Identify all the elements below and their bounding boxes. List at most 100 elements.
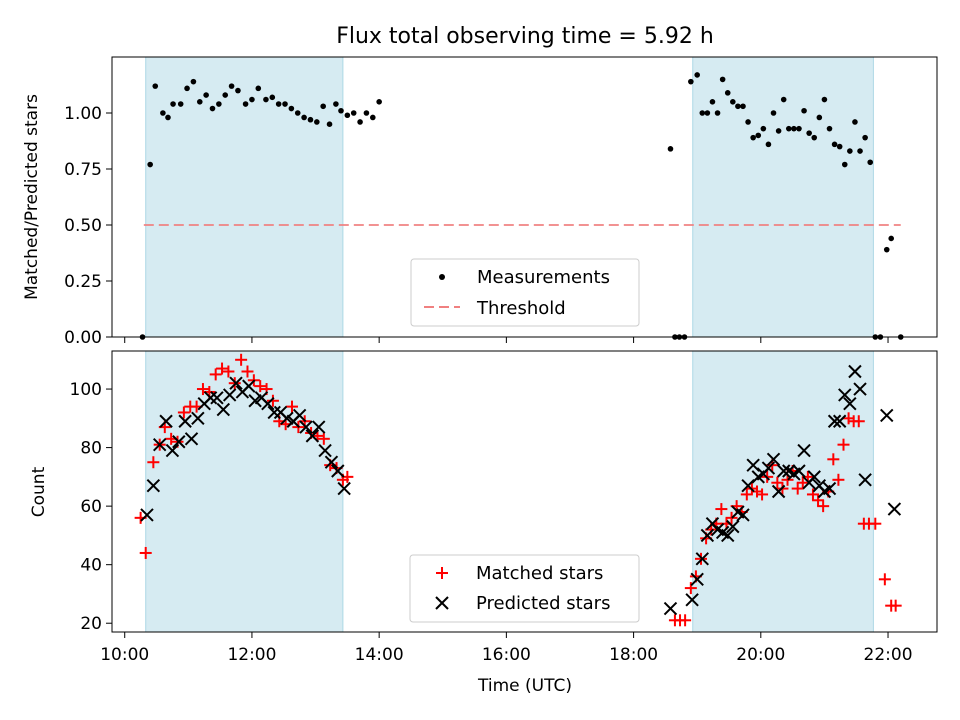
shaded-interval [692,56,874,338]
matched-star-point [796,476,809,489]
measurement-point [275,101,282,107]
measurement-point [376,99,382,105]
measurement-point [867,159,874,166]
measurement-point [688,78,694,85]
measurement-point [847,148,853,154]
predicted-star-point [695,552,709,566]
measurement-point [714,110,721,116]
legend-measurements-label: Measurements [477,267,610,288]
predicted-star-point [726,519,740,534]
measurement-point [235,87,241,94]
measurement-point [301,114,307,121]
measurement-point [709,99,716,105]
measurement-point [242,101,249,107]
predicted-star-point [210,391,224,405]
predicted-star-point [229,376,243,390]
measurement-point [735,103,741,110]
measurement-point [196,99,203,105]
matched-star-point [679,614,692,627]
measurement-point [255,85,262,92]
predicted-star-point [838,388,852,402]
predicted-star-point [312,420,326,434]
y-tick-label: 80 [80,439,102,459]
predicted-star-point [146,478,161,493]
y-tick-label: 1.00 [64,104,102,124]
predicted-star-point [172,435,186,449]
measurement-point [333,101,339,107]
matched-star-point [878,573,891,586]
measurement-point [765,141,772,148]
matched-star-point [715,503,728,516]
predicted-star-point [184,432,199,446]
y-tick-label: 40 [80,556,102,576]
predicted-star-point [318,443,332,458]
predicted-star-point [203,391,218,405]
measurement-point [320,103,326,110]
measurement-point [770,110,777,116]
matched-star-point [756,488,769,501]
predicted-star-point [305,429,320,443]
measurement-point [350,110,357,116]
measurement-point [222,92,229,98]
matched-star-point [817,500,830,513]
measurements-series [139,72,904,340]
x-axis-label: Time (UTC) [477,676,572,696]
matched-star-point [812,494,825,507]
x-tick-label: 20:00 [736,645,785,665]
measurement-point [190,78,197,85]
bottom-x-axis: 10:00 12:00 14:00 16:00 18:00 20:00 22:00 [100,632,913,665]
bottom-legend-box [409,554,640,623]
measurement-point [796,125,802,132]
predicted-star-point [766,452,781,467]
predicted-star-point [858,473,872,487]
predicted-star-point [178,414,192,428]
legend-measurements-marker [439,274,445,280]
measurement-point [228,83,235,89]
legend-predicted-label: Predicted stars [476,593,610,614]
matched-star-point [241,365,254,378]
predicted-stars-series [140,364,902,616]
matched-star-point [286,400,299,413]
shaded-interval [145,56,344,338]
matched-star-point [852,415,865,428]
matched-star-point [147,456,160,469]
measurement-point [806,130,812,136]
measurement-point [209,105,216,112]
bottom-y-axis-label: Count [29,466,49,517]
matched-star-point [139,546,152,559]
measurement-point [760,125,767,132]
measurement-point [816,114,823,121]
measurement-point [184,85,190,92]
y-tick-label: 0.50 [64,216,102,236]
x-tick-label: 16:00 [482,645,531,665]
x-tick-label: 12:00 [227,645,276,665]
measurement-point [357,119,363,125]
x-tick-label: 22:00 [864,645,913,665]
measurement-point [160,110,166,116]
measurement-point [338,107,344,114]
matched-star-point [842,412,855,425]
predicted-star-point [776,464,791,478]
predicted-star-point [880,408,894,423]
measurement-point [288,105,295,112]
chart-title: Flux total observing time = 5.92 h [336,24,714,49]
matched-star-point [216,362,229,375]
matched-star-point [235,353,248,366]
predicted-star-point [324,455,339,469]
legend-predicted-marker [435,596,449,610]
predicted-star-point [685,593,699,607]
predicted-star-point [299,420,313,434]
measurement-point [216,101,222,107]
measurement-point [883,246,890,253]
y-tick-label: 100 [70,380,102,400]
matched-star-point [889,599,902,612]
measurement-point [269,94,276,101]
predicted-star-point [191,411,205,426]
measurement-point [862,134,868,141]
predicted-star-point [331,464,345,478]
predicted-star-point [165,443,180,458]
measurement-point [263,96,269,103]
measurement-point [841,161,848,168]
legend-threshold-label: Threshold [476,298,566,319]
measurement-point [177,101,184,107]
